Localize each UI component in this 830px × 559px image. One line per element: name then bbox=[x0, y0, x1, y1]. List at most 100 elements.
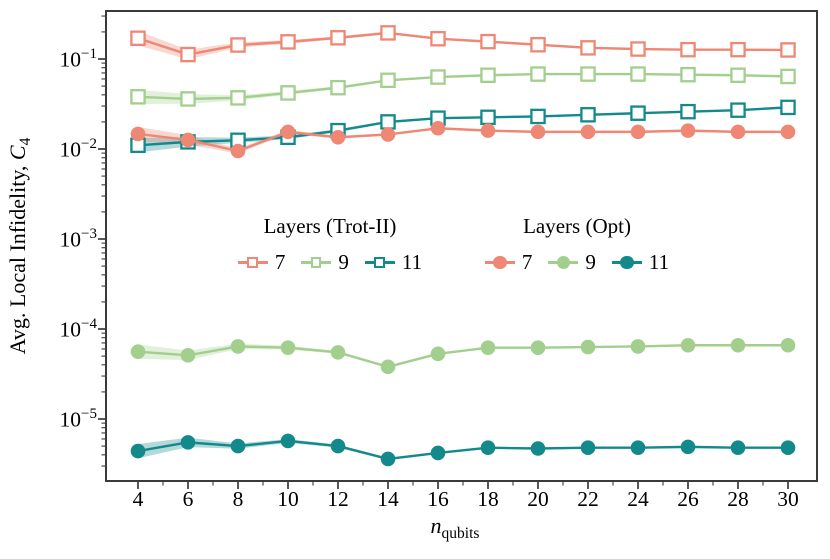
series-line-layers-trot-ii-11 bbox=[137, 106, 789, 147]
data-point bbox=[180, 46, 196, 63]
data-point bbox=[330, 129, 346, 145]
data-point bbox=[430, 445, 446, 461]
legend-entry-trot-11: 11 bbox=[364, 250, 422, 275]
legend-row-trot: 7 9 11 bbox=[225, 250, 435, 275]
data-point bbox=[780, 440, 796, 455]
open-square-marker-icon bbox=[364, 255, 395, 270]
data-point bbox=[230, 90, 246, 106]
data-point bbox=[280, 340, 296, 355]
data-point bbox=[480, 33, 496, 50]
series-line-layers-opt-11 bbox=[137, 439, 788, 461]
series-band-layers-trot-ii-9 bbox=[138, 73, 788, 104]
legend-entry-opt-11: 11 bbox=[611, 250, 669, 275]
series-line-layers-trot-ii-7 bbox=[137, 31, 789, 56]
data-point bbox=[480, 67, 496, 83]
data-point bbox=[580, 66, 596, 82]
legend-title-trot: Layers (Trot-II) bbox=[263, 214, 397, 238]
data-point bbox=[180, 435, 196, 450]
data-point bbox=[130, 344, 146, 359]
data-point bbox=[180, 348, 196, 363]
legend-group-trot: Layers (Trot-II) 7 9 11 bbox=[225, 214, 435, 275]
data-point bbox=[130, 126, 146, 142]
legend-entry-opt-9: 9 bbox=[548, 250, 596, 275]
x-tick-label: 30 bbox=[777, 487, 799, 511]
y-tick-label: 10−3 bbox=[60, 226, 97, 252]
data-point bbox=[430, 346, 446, 362]
series-line-layers-trot-ii-9 bbox=[137, 72, 789, 101]
data-point bbox=[730, 67, 746, 83]
data-point bbox=[530, 340, 546, 355]
data-point bbox=[680, 123, 696, 138]
data-point bbox=[530, 108, 546, 125]
data-point bbox=[780, 337, 796, 353]
series-layers-trot-ii-11 bbox=[130, 99, 796, 154]
data-point bbox=[630, 105, 646, 121]
data-point bbox=[430, 120, 446, 136]
data-point bbox=[630, 339, 646, 354]
data-point bbox=[680, 337, 696, 353]
series-layers-opt-7 bbox=[130, 120, 796, 159]
series-layers-opt-11 bbox=[130, 433, 796, 467]
series-layers-trot-ii-7 bbox=[130, 25, 796, 63]
filled-circle-marker-icon bbox=[484, 255, 515, 270]
data-point bbox=[230, 339, 246, 354]
legend-title-opt: Layers (Opt) bbox=[523, 214, 631, 238]
y-tick-label: 10−4 bbox=[60, 316, 98, 342]
data-point bbox=[730, 124, 746, 140]
data-point bbox=[730, 102, 746, 118]
x-axis-label: nqubits bbox=[431, 513, 480, 542]
data-point bbox=[630, 41, 646, 57]
data-point bbox=[580, 440, 596, 455]
series-band-layers-trot-ii-7 bbox=[138, 31, 788, 60]
y-axis-label: Avg. Local Infidelity, C4 bbox=[5, 137, 34, 354]
data-point bbox=[580, 124, 596, 140]
legend-label: 9 bbox=[338, 250, 349, 274]
x-tick-label: 26 bbox=[677, 487, 699, 511]
x-tick-label: 20 bbox=[527, 487, 549, 511]
data-point bbox=[730, 337, 746, 353]
x-tick-label: 24 bbox=[627, 487, 649, 511]
legend-label: 9 bbox=[585, 250, 596, 274]
data-point bbox=[230, 143, 246, 159]
data-point bbox=[630, 66, 646, 82]
data-point bbox=[580, 339, 596, 355]
data-point bbox=[280, 433, 296, 449]
plot-frame bbox=[105, 10, 818, 482]
data-point bbox=[280, 85, 296, 101]
open-square-marker-icon bbox=[301, 255, 332, 270]
legend-entry-trot-9: 9 bbox=[301, 250, 349, 275]
data-point bbox=[180, 91, 196, 107]
data-point bbox=[480, 109, 496, 126]
x-tick-label: 10 bbox=[277, 487, 299, 511]
data-point bbox=[480, 340, 496, 355]
y-tick-label: 10−1 bbox=[60, 46, 97, 72]
data-point bbox=[780, 124, 796, 140]
y-tick-label: 10−2 bbox=[60, 136, 97, 162]
data-point bbox=[580, 107, 596, 123]
legend-row-opt: 7 9 11 bbox=[468, 250, 686, 275]
data-point bbox=[380, 114, 396, 130]
data-point bbox=[380, 25, 396, 41]
legend-entry-trot-7: 7 bbox=[237, 250, 285, 275]
data-point bbox=[330, 345, 346, 360]
series-line-layers-opt-7 bbox=[137, 127, 788, 153]
data-point bbox=[630, 124, 646, 140]
data-point bbox=[530, 441, 546, 456]
legend-group-opt: Layers (Opt) 7 9 11 bbox=[468, 214, 686, 275]
data-point bbox=[230, 37, 246, 53]
data-point bbox=[730, 440, 746, 455]
data-point bbox=[780, 68, 796, 85]
data-point bbox=[780, 99, 796, 116]
data-point bbox=[530, 124, 546, 140]
y-tick-label: 10−5 bbox=[60, 406, 97, 432]
data-point bbox=[330, 30, 346, 46]
legend-label: 7 bbox=[521, 250, 533, 274]
series-layers-opt-9 bbox=[130, 337, 796, 375]
data-point bbox=[130, 89, 146, 105]
filled-circle-marker-icon bbox=[548, 255, 579, 270]
series-layers-trot-ii-9 bbox=[130, 66, 796, 107]
filled-circle-marker-icon bbox=[611, 255, 642, 270]
series-line-layers-opt-9 bbox=[137, 344, 788, 369]
